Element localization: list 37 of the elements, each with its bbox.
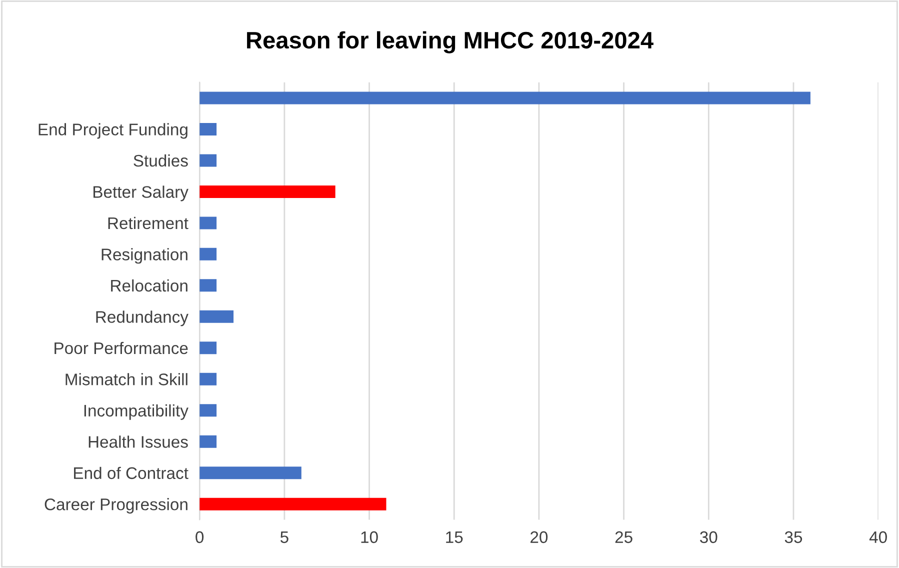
bar bbox=[200, 498, 386, 510]
x-tick-label: 5 bbox=[280, 531, 288, 544]
x-tick-label: 10 bbox=[361, 531, 378, 544]
bar bbox=[200, 185, 336, 198]
x-tick-label: 25 bbox=[615, 531, 632, 544]
y-tick-label: Resignation bbox=[102, 248, 188, 264]
bar bbox=[200, 122, 217, 136]
bar bbox=[200, 466, 302, 480]
y-tick-label: Retirement bbox=[108, 216, 188, 230]
y-tick-label: Incompatibility bbox=[84, 404, 188, 420]
y-tick-label: Studies bbox=[134, 154, 188, 167]
x-tick-label: 15 bbox=[446, 531, 463, 544]
bar bbox=[200, 279, 217, 292]
x-tick-label: 30 bbox=[700, 531, 718, 544]
x-tick-label: 40 bbox=[869, 531, 887, 544]
y-tick-label: Poor Performance bbox=[54, 342, 188, 354]
x-tick-label: 35 bbox=[784, 531, 802, 544]
y-tick-label: Relocation bbox=[111, 279, 188, 292]
bar bbox=[200, 404, 217, 417]
y-tick-label: Better Salary bbox=[94, 186, 188, 202]
y-tick-label: Health Issues bbox=[88, 436, 188, 448]
x-tick-label: 20 bbox=[530, 531, 548, 544]
chart-title: Reason for leaving MHCC 2019-2024 bbox=[247, 31, 654, 54]
bar bbox=[200, 435, 217, 448]
y-tick-label: Redundancy bbox=[96, 310, 188, 326]
y-tick-label: End of Contract bbox=[74, 466, 188, 480]
y-tick-label: Career Progression bbox=[44, 498, 188, 514]
bar bbox=[200, 310, 234, 323]
bar bbox=[200, 372, 217, 386]
bar bbox=[200, 92, 810, 104]
y-tick-label: Mismatch in Skill bbox=[66, 373, 188, 386]
bar bbox=[200, 248, 217, 260]
bar bbox=[200, 342, 217, 354]
x-tick-label: 0 bbox=[196, 531, 204, 544]
y-tick-label: End Project Funding bbox=[38, 123, 188, 139]
bar bbox=[200, 154, 217, 167]
bar bbox=[200, 216, 217, 230]
